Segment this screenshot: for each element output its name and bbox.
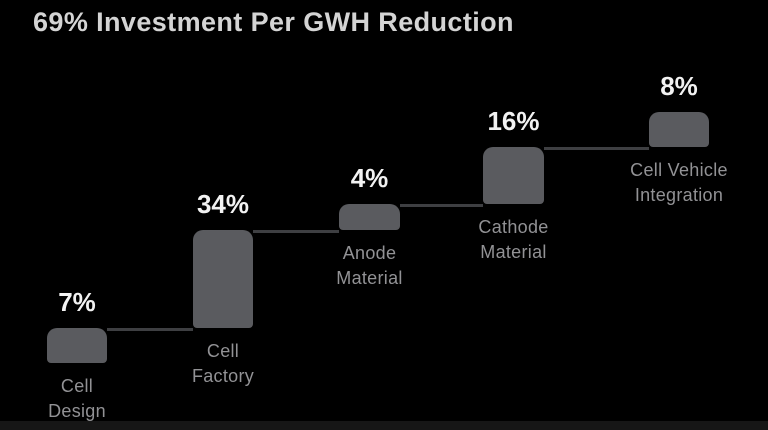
chart-title: 69% Investment Per GWH Reduction bbox=[33, 7, 514, 37]
category-label-line: Cell Vehicle bbox=[630, 160, 728, 180]
connector-line-1 bbox=[107, 328, 193, 331]
percent-label-cell-factory: 34% bbox=[196, 189, 250, 219]
bar-cell-vehicle-integration bbox=[649, 112, 709, 147]
bar-anode-material bbox=[339, 204, 400, 230]
percent-label-cell-design: 7% bbox=[58, 287, 96, 317]
category-label-line: Integration bbox=[634, 185, 724, 205]
connector-line-4 bbox=[544, 147, 649, 150]
bar-cell-design bbox=[47, 328, 107, 363]
bar-cathode-material bbox=[483, 147, 544, 204]
category-label-line: Design bbox=[48, 401, 106, 421]
category-label-line: Cell bbox=[60, 376, 94, 396]
category-label-cell-vehicle-integration: Cell Vehicle Integration bbox=[599, 158, 759, 208]
category-label-cell-factory: Cell Factory bbox=[143, 339, 303, 389]
connector-line-3 bbox=[400, 204, 483, 207]
category-label-line: Anode bbox=[342, 243, 397, 263]
connector-line-2 bbox=[253, 230, 339, 233]
category-label-cathode-material: Cathode Material bbox=[434, 215, 594, 265]
category-label-cell-design: Cell Design bbox=[0, 374, 157, 424]
category-label-line: Material bbox=[336, 268, 403, 288]
category-label-line: Cathode bbox=[478, 217, 549, 237]
category-label-line: Factory bbox=[191, 366, 255, 386]
category-label-line: Material bbox=[480, 242, 547, 262]
percent-label-cathode-material: 16% bbox=[487, 106, 540, 136]
category-label-anode-material: Anode Material bbox=[290, 241, 450, 291]
percent-label-anode-material: 4% bbox=[350, 163, 389, 193]
bar-cell-factory bbox=[193, 230, 253, 328]
bottom-edge-strip bbox=[0, 421, 768, 430]
category-label-line: Cell bbox=[206, 341, 240, 361]
percent-label-cell-vehicle-integration: 8% bbox=[660, 71, 698, 101]
